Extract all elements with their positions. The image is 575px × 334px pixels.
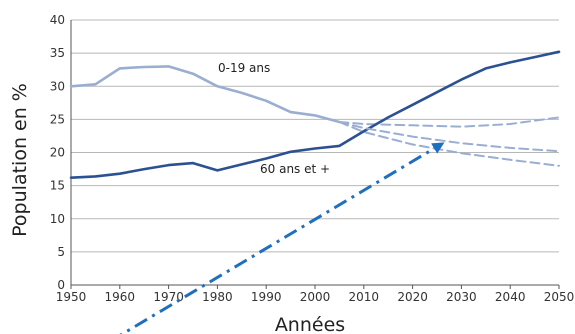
series-line-0-19-ans-projection-haute [338, 116, 560, 128]
annotation-0-19-ans: 0-19 ans [218, 61, 270, 75]
dash-dot-arrow [119, 142, 445, 334]
y-tick-label-0: 0 [57, 278, 65, 292]
x-tick-label-2020: 2020 [397, 290, 428, 304]
x-tick-label-1960: 1960 [105, 290, 136, 304]
y-tick-label-35: 35 [50, 46, 65, 60]
series [69, 50, 561, 179]
series-line-60-ans-et-plus-projection [338, 121, 560, 153]
y-tick-label-15: 15 [50, 179, 65, 193]
x-tick-label-2010: 2010 [349, 290, 380, 304]
y-tick-label-30: 30 [50, 79, 65, 93]
x-tick-label-2030: 2030 [446, 290, 477, 304]
x-axis-title: Années [275, 314, 345, 334]
grid [71, 19, 559, 286]
y-tick-label-5: 5 [57, 245, 65, 259]
x-tick-label-1990: 1990 [251, 290, 282, 304]
x-tick-label-1980: 1980 [202, 290, 233, 304]
x-tick-label-1970: 1970 [153, 290, 184, 304]
x-tick-label-1950: 1950 [56, 290, 87, 304]
y-axis-title: Population en % [9, 83, 31, 237]
y-tick-label-25: 25 [50, 112, 65, 126]
x-tick-label-2050: 2050 [544, 290, 575, 304]
y-tick-label-20: 20 [50, 146, 65, 160]
x-tick-label-2040: 2040 [495, 290, 526, 304]
x-tick-label-2000: 2000 [300, 290, 331, 304]
y-tick-label-40: 40 [50, 13, 65, 27]
annotations: 0-19 ans 60 ans et + [218, 61, 330, 176]
series-line-60-ans-et-plus [69, 50, 561, 179]
annotation-60-ans-et-plus: 60 ans et + [260, 162, 330, 176]
series-line-0-19-ans [69, 65, 341, 124]
tick-labels: 0 5 10 15 20 25 30 35 40 1950 1960 1970 1980 1990 2000… [50, 13, 575, 304]
y-tick-label-10: 10 [50, 212, 65, 226]
